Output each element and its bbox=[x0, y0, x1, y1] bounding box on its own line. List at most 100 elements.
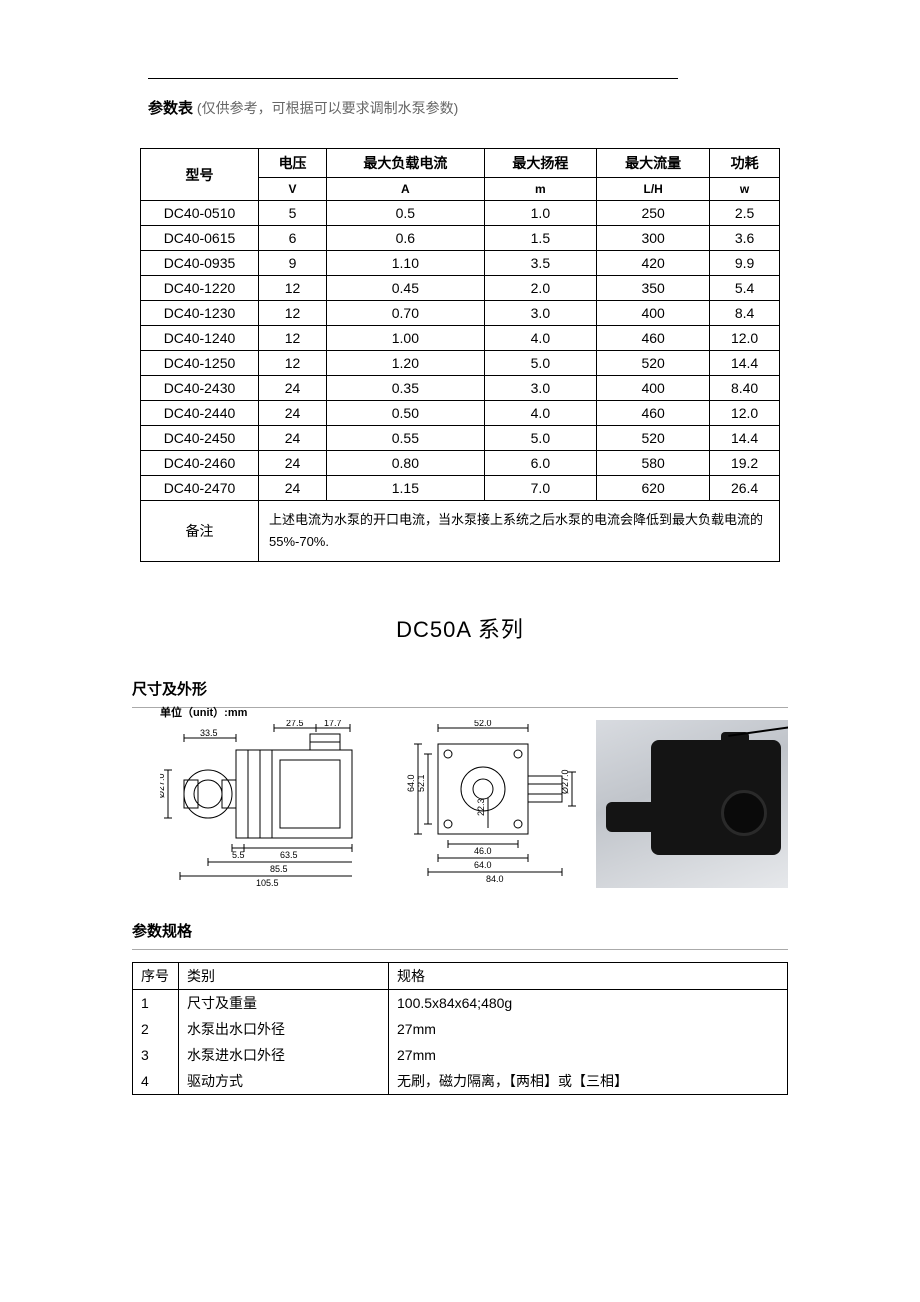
param-cell: 8.40 bbox=[710, 376, 780, 401]
param-cell: 5.4 bbox=[710, 276, 780, 301]
param-cell: 420 bbox=[597, 251, 710, 276]
spec-header-row: 序号 类别 规格 bbox=[133, 963, 788, 990]
svg-text:105.5: 105.5 bbox=[256, 878, 279, 888]
spec-cell-idx: 3 bbox=[133, 1042, 179, 1068]
param-cell: DC40-2440 bbox=[141, 401, 259, 426]
param-cell: DC40-0615 bbox=[141, 226, 259, 251]
spec-cell-spec: 100.5x84x64;480g bbox=[389, 990, 788, 1017]
section-divider-2 bbox=[132, 949, 788, 950]
param-row: DC40-2440240.504.046012.0 bbox=[141, 401, 780, 426]
param-cell: 24 bbox=[259, 426, 327, 451]
spec-row: 3水泵进水口外径27mm bbox=[133, 1042, 788, 1068]
param-cell: 0.6 bbox=[327, 226, 484, 251]
param-cell: DC40-2450 bbox=[141, 426, 259, 451]
param-cell: 520 bbox=[597, 426, 710, 451]
param-cell: 12.0 bbox=[710, 326, 780, 351]
param-title: 参数表 bbox=[148, 100, 193, 117]
param-header-row-1: 型号 电压 最大负载电流 最大扬程 最大流量 功耗 bbox=[141, 149, 780, 178]
spec-table: 序号 类别 规格 1尺寸及重量100.5x84x64;480g2水泵出水口外径2… bbox=[132, 962, 788, 1095]
param-cell: 14.4 bbox=[710, 351, 780, 376]
param-cell: 4.0 bbox=[484, 401, 597, 426]
param-cell: 3.6 bbox=[710, 226, 780, 251]
param-cell: 460 bbox=[597, 401, 710, 426]
param-row: DC40-1240121.004.046012.0 bbox=[141, 326, 780, 351]
param-cell: 0.80 bbox=[327, 451, 484, 476]
spec-cell-cat: 尺寸及重量 bbox=[179, 990, 389, 1017]
param-title-note: (仅供参考，可根据可以要求调制水泵参数) bbox=[193, 100, 458, 116]
param-cell: 1.15 bbox=[327, 476, 484, 501]
param-cell: DC40-0510 bbox=[141, 201, 259, 226]
hdr-head: 最大扬程 bbox=[484, 149, 597, 178]
unit-voltage: V bbox=[259, 178, 327, 201]
param-cell: 520 bbox=[597, 351, 710, 376]
hdr-voltage: 电压 bbox=[259, 149, 327, 178]
spec-section-label: 参数规格 bbox=[132, 920, 850, 941]
svg-text:64.0: 64.0 bbox=[406, 775, 416, 793]
param-row: DC40-1220120.452.03505.4 bbox=[141, 276, 780, 301]
param-row: DC40-2470241.157.062026.4 bbox=[141, 476, 780, 501]
hdr-power: 功耗 bbox=[710, 149, 780, 178]
param-cell: 0.50 bbox=[327, 401, 484, 426]
param-cell: DC40-2460 bbox=[141, 451, 259, 476]
param-cell: 6.0 bbox=[484, 451, 597, 476]
param-cell: 9 bbox=[259, 251, 327, 276]
param-cell: 1.00 bbox=[327, 326, 484, 351]
dimensions-section-label: 尺寸及外形 bbox=[132, 678, 850, 699]
unit-power: w bbox=[710, 178, 780, 201]
param-row: DC40-061560.61.53003.6 bbox=[141, 226, 780, 251]
param-cell: 1.10 bbox=[327, 251, 484, 276]
hdr-current: 最大负载电流 bbox=[327, 149, 484, 178]
unit-flow: L/H bbox=[597, 178, 710, 201]
param-cell: 1.5 bbox=[484, 226, 597, 251]
param-cell: DC40-1250 bbox=[141, 351, 259, 376]
param-note-label: 备注 bbox=[141, 501, 259, 562]
spec-hdr-idx: 序号 bbox=[133, 963, 179, 990]
param-cell: 26.4 bbox=[710, 476, 780, 501]
svg-text:33.5: 33.5 bbox=[200, 728, 218, 738]
param-cell: 250 bbox=[597, 201, 710, 226]
param-row: DC40-1250121.205.052014.4 bbox=[141, 351, 780, 376]
param-cell: 8.4 bbox=[710, 301, 780, 326]
param-cell: 12 bbox=[259, 351, 327, 376]
svg-text:52.0: 52.0 bbox=[474, 720, 492, 728]
param-cell: 12 bbox=[259, 326, 327, 351]
param-row: DC40-2450240.555.052014.4 bbox=[141, 426, 780, 451]
param-cell: 580 bbox=[597, 451, 710, 476]
param-cell: 19.2 bbox=[710, 451, 780, 476]
param-cell: 3.0 bbox=[484, 301, 597, 326]
param-cell: 2.0 bbox=[484, 276, 597, 301]
spec-row: 1尺寸及重量100.5x84x64;480g bbox=[133, 990, 788, 1017]
spec-cell-cat: 驱动方式 bbox=[179, 1068, 389, 1095]
spec-hdr-spec: 规格 bbox=[389, 963, 788, 990]
diagram-row: 单位（unit）:mm bbox=[160, 720, 788, 900]
param-cell: DC40-2430 bbox=[141, 376, 259, 401]
parameter-table: 型号 电压 最大负载电流 最大扬程 最大流量 功耗 V A m L/H w DC… bbox=[140, 148, 780, 562]
param-title-row: 参数表 (仅供参考，可根据可以要求调制水泵参数) bbox=[148, 97, 850, 118]
spec-cell-spec: 27mm bbox=[389, 1042, 788, 1068]
param-cell: 24 bbox=[259, 476, 327, 501]
svg-text:84.0: 84.0 bbox=[486, 874, 504, 884]
side-view-svg: 27.5 17.7 33.5 Ø27.0 5.5 63.5 85.5 105.5 bbox=[160, 720, 380, 900]
param-cell: 1.0 bbox=[484, 201, 597, 226]
param-cell: 3.5 bbox=[484, 251, 597, 276]
param-row: DC40-051050.51.02502.5 bbox=[141, 201, 780, 226]
param-cell: 620 bbox=[597, 476, 710, 501]
svg-text:52.1: 52.1 bbox=[416, 775, 426, 793]
svg-text:22.3: 22.3 bbox=[476, 799, 486, 817]
svg-text:5.5: 5.5 bbox=[232, 850, 245, 860]
param-cell: 300 bbox=[597, 226, 710, 251]
param-cell: 14.4 bbox=[710, 426, 780, 451]
param-cell: 3.0 bbox=[484, 376, 597, 401]
front-view-svg: 52.0 64.0 52.1 22.3 Ø27.0 46.0 64.0 84.0 bbox=[388, 720, 588, 900]
param-cell: 5.0 bbox=[484, 351, 597, 376]
param-cell: 2.5 bbox=[710, 201, 780, 226]
product-photo bbox=[596, 720, 788, 888]
param-row: DC40-093591.103.54209.9 bbox=[141, 251, 780, 276]
param-cell: 350 bbox=[597, 276, 710, 301]
unit-label: 单位（unit）:mm bbox=[160, 704, 247, 720]
param-cell: 7.0 bbox=[484, 476, 597, 501]
side-view-diagram: 单位（unit）:mm bbox=[160, 720, 380, 900]
param-cell: 0.70 bbox=[327, 301, 484, 326]
param-cell: 12 bbox=[259, 301, 327, 326]
param-cell: 460 bbox=[597, 326, 710, 351]
